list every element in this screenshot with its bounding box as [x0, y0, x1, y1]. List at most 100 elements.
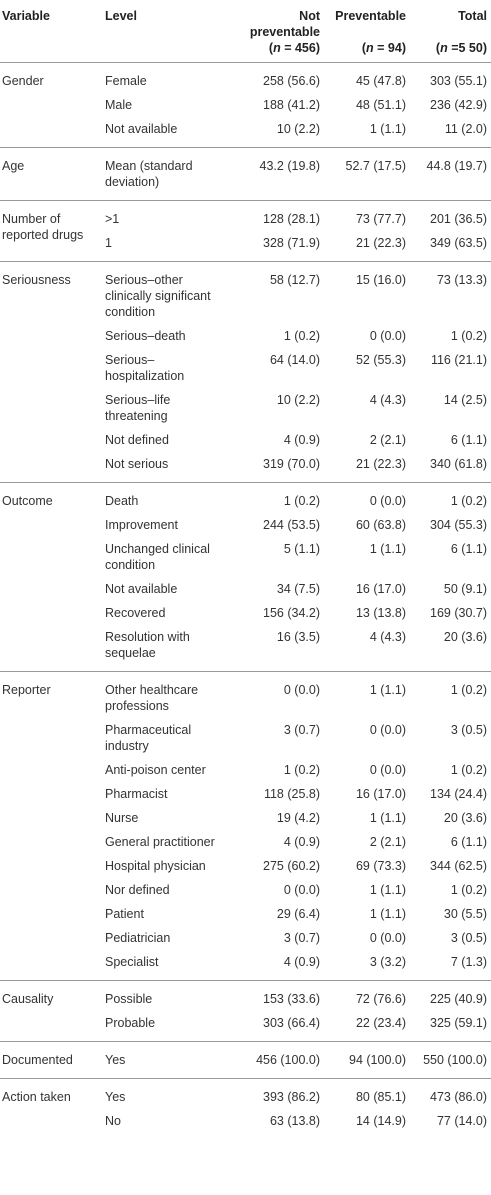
total-cell: 134 (24.4): [430, 787, 487, 801]
preventable-cell: 3 (3.2): [369, 955, 406, 969]
preventable-cell: 45 (47.8): [355, 74, 406, 88]
level-label: Other healthcare professions: [105, 683, 199, 713]
level-label: Serious–hospitalization: [105, 353, 185, 383]
not-preventable-cell: 3 (0.7): [283, 723, 320, 737]
preventable-cell: 48 (51.1): [355, 98, 406, 112]
preventable-cell: 52 (55.3): [355, 353, 406, 367]
variable-label: Action taken: [2, 1090, 71, 1104]
level-label: Nurse: [105, 811, 139, 825]
level-label: No: [105, 1114, 121, 1128]
variable-label: Age: [2, 159, 25, 173]
preventable-cell: 73 (77.7): [355, 212, 406, 226]
preventable-cell: 13 (13.8): [355, 606, 406, 620]
total-cell: 201 (36.5): [430, 212, 487, 226]
not-preventable-cell: 456 (100.0): [256, 1053, 320, 1067]
table-row: Pediatrician 3 (0.7) 0 (0.0) 3 (0.5): [0, 926, 491, 950]
total-cell: 6 (1.1): [450, 433, 487, 447]
not-preventable-cell: 5 (1.1): [283, 542, 320, 556]
preventable-cell: 80 (85.1): [355, 1090, 406, 1104]
table-row: Nurse 19 (4.2) 1 (1.1) 20 (3.6): [0, 806, 491, 830]
data-table: Variable Level Not preventable Preventab…: [0, 0, 491, 1128]
total-cell: 1 (0.2): [450, 763, 487, 777]
level-label: Improvement: [105, 518, 178, 532]
not-preventable-cell: 34 (7.5): [276, 582, 320, 596]
level-label: Not available: [105, 582, 178, 596]
not-preventable-cell: 393 (86.2): [263, 1090, 320, 1104]
level-label: Hospital physician: [105, 859, 206, 873]
not-preventable-cell: 188 (41.2): [263, 98, 320, 112]
level-label: Recovered: [105, 606, 166, 620]
table-row: Not available 10 (2.2) 1 (1.1) 11 (2.0): [0, 117, 491, 148]
not-preventable-cell: 0 (0.0): [283, 683, 320, 697]
preventable-cell: 15 (16.0): [355, 273, 406, 287]
total-cell: 225 (40.9): [430, 992, 487, 1006]
preventable-cell: 4 (4.3): [369, 630, 406, 644]
total-cell: 7 (1.3): [450, 955, 487, 969]
total-cell: 1 (0.2): [450, 883, 487, 897]
group-age: Age Mean (standard deviation) 43.2 (19.8…: [0, 148, 491, 201]
header-preventable-n: (n = 94): [361, 41, 406, 55]
not-preventable-cell: 328 (71.9): [263, 236, 320, 250]
preventable-cell: 52.7 (17.5): [345, 159, 406, 173]
table-row: Pharmaceutical industry 3 (0.7) 0 (0.0) …: [0, 718, 491, 758]
table-row: Action taken Yes 393 (86.2) 80 (85.1) 47…: [0, 1079, 491, 1110]
group-seriousness: Seriousness Serious–other clinically sig…: [0, 262, 491, 483]
table-row: Probable 303 (66.4) 22 (23.4) 325 (59.1): [0, 1011, 491, 1042]
preventable-cell: 1 (1.1): [369, 883, 406, 897]
not-preventable-cell: 1 (0.2): [283, 329, 320, 343]
not-preventable-cell: 244 (53.5): [263, 518, 320, 532]
level-label: Serious–death: [105, 329, 186, 343]
not-preventable-cell: 10 (2.2): [276, 393, 320, 407]
level-label: Serious–life threatening: [105, 393, 171, 423]
preventable-cell: 2 (2.1): [369, 433, 406, 447]
total-cell: 169 (30.7): [430, 606, 487, 620]
total-cell: 11 (2.0): [444, 122, 487, 136]
level-label: Unchanged clinical condition: [105, 542, 210, 572]
table-row: Nor defined 0 (0.0) 1 (1.1) 1 (0.2): [0, 878, 491, 902]
variable-label: Reporter: [2, 683, 51, 697]
table-row: Reporter Other healthcare professions 0 …: [0, 672, 491, 719]
preventable-cell: 1 (1.1): [369, 122, 406, 136]
level-label: 1: [105, 236, 112, 250]
total-cell: 50 (9.1): [443, 582, 487, 596]
not-preventable-cell: 4 (0.9): [283, 835, 320, 849]
total-cell: 30 (5.5): [443, 907, 487, 921]
table-row: Male 188 (41.2) 48 (51.1) 236 (42.9): [0, 93, 491, 117]
not-preventable-cell: 118 (25.8): [263, 787, 320, 801]
total-cell: 1 (0.2): [450, 494, 487, 508]
table-row: Serious–death 1 (0.2) 0 (0.0) 1 (0.2): [0, 324, 491, 348]
variable-label: Causality: [2, 992, 54, 1006]
level-label: General practitioner: [105, 835, 215, 849]
total-cell: 473 (86.0): [430, 1090, 487, 1104]
not-preventable-cell: 16 (3.5): [276, 630, 320, 644]
not-preventable-cell: 64 (14.0): [269, 353, 320, 367]
level-label: Not available: [105, 122, 178, 136]
total-cell: 20 (3.6): [443, 811, 487, 825]
table-header: Variable Level Not preventable Preventab…: [0, 0, 491, 63]
total-cell: 325 (59.1): [430, 1016, 487, 1030]
group-outcome: Outcome Death 1 (0.2) 0 (0.0) 1 (0.2) Im…: [0, 483, 491, 672]
preventable-cell: 0 (0.0): [369, 329, 406, 343]
table-row: Anti-poison center 1 (0.2) 0 (0.0) 1 (0.…: [0, 758, 491, 782]
preventable-cell: 2 (2.1): [369, 835, 406, 849]
preventable-cell: 0 (0.0): [369, 763, 406, 777]
level-label: Mean (standard deviation): [105, 159, 193, 189]
level-label: Specialist: [105, 955, 159, 969]
table-row: Serious–hospitalization 64 (14.0) 52 (55…: [0, 348, 491, 388]
not-preventable-cell: 63 (13.8): [269, 1114, 320, 1128]
table-row: Resolution with sequelae 16 (3.5) 4 (4.3…: [0, 625, 491, 672]
level-label: Not defined: [105, 433, 169, 447]
table-row: General practitioner 4 (0.9) 2 (2.1) 6 (…: [0, 830, 491, 854]
level-label: Female: [105, 74, 147, 88]
not-preventable-cell: 258 (56.6): [263, 74, 320, 88]
preventable-cell: 1 (1.1): [369, 542, 406, 556]
header-not-preventable: Not preventable: [249, 9, 320, 39]
group-number-of-reported-drugs: Number of reported drugs >1 128 (28.1) 7…: [0, 201, 491, 262]
header-preventable: Preventable: [335, 9, 406, 23]
header-variable: Variable: [2, 9, 50, 23]
table-row: Causality Possible 153 (33.6) 72 (76.6) …: [0, 981, 491, 1012]
table-row: Gender Female 258 (56.6) 45 (47.8) 303 (…: [0, 63, 491, 94]
total-cell: 6 (1.1): [450, 542, 487, 556]
level-label: Yes: [105, 1090, 126, 1104]
total-cell: 3 (0.5): [450, 723, 487, 737]
